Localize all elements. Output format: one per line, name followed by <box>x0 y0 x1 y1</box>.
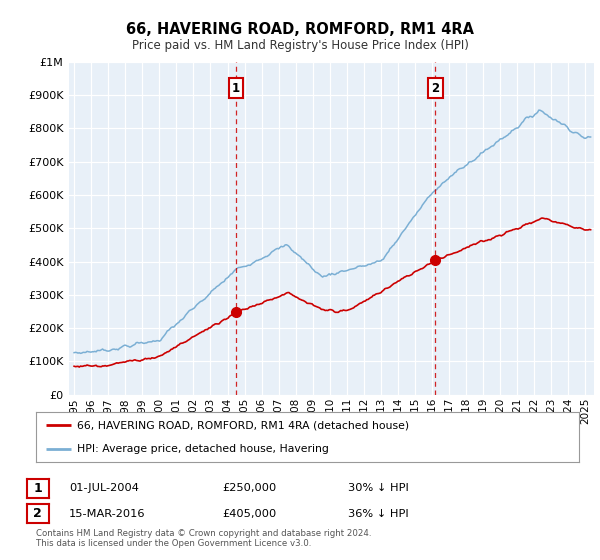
Text: £250,000: £250,000 <box>222 483 276 493</box>
Text: 66, HAVERING ROAD, ROMFORD, RM1 4RA: 66, HAVERING ROAD, ROMFORD, RM1 4RA <box>126 22 474 38</box>
Text: 15-MAR-2016: 15-MAR-2016 <box>69 508 146 519</box>
Text: This data is licensed under the Open Government Licence v3.0.: This data is licensed under the Open Gov… <box>36 539 311 548</box>
Text: Contains HM Land Registry data © Crown copyright and database right 2024.: Contains HM Land Registry data © Crown c… <box>36 529 371 538</box>
Text: 2: 2 <box>431 82 440 95</box>
Text: 30% ↓ HPI: 30% ↓ HPI <box>348 483 409 493</box>
Text: 01-JUL-2004: 01-JUL-2004 <box>69 483 139 493</box>
Text: HPI: Average price, detached house, Havering: HPI: Average price, detached house, Have… <box>77 445 329 454</box>
Text: Price paid vs. HM Land Registry's House Price Index (HPI): Price paid vs. HM Land Registry's House … <box>131 39 469 52</box>
Text: 36% ↓ HPI: 36% ↓ HPI <box>348 508 409 519</box>
Text: £405,000: £405,000 <box>222 508 276 519</box>
Text: 2: 2 <box>34 507 42 520</box>
Text: 1: 1 <box>34 482 42 495</box>
Text: 66, HAVERING ROAD, ROMFORD, RM1 4RA (detached house): 66, HAVERING ROAD, ROMFORD, RM1 4RA (det… <box>77 420 409 430</box>
Text: 1: 1 <box>232 82 240 95</box>
